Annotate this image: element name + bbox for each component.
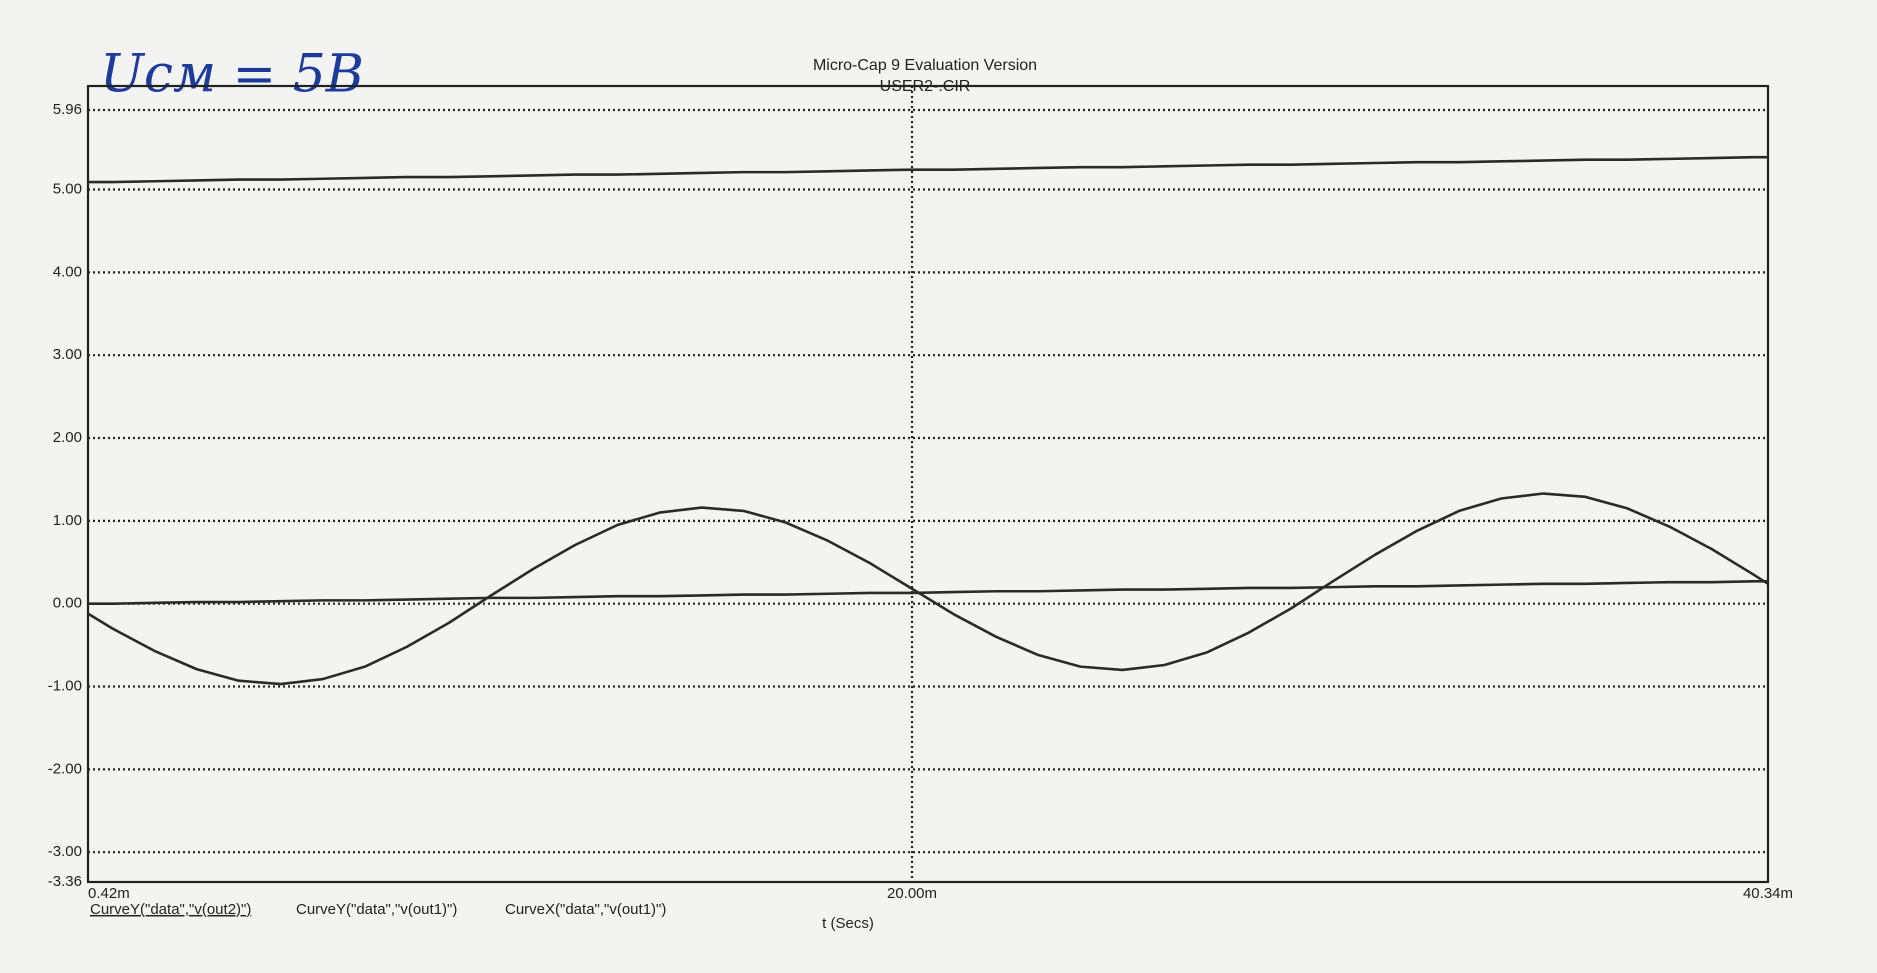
y-tick-label: -3.00: [48, 843, 82, 860]
y-tick-label: -2.00: [48, 760, 82, 777]
y-tick-label: 5.00: [53, 180, 82, 197]
legend-entry: CurveY("data","v(out2)"): [90, 901, 251, 918]
legend-entry: CurveY("data","v(out1)"): [296, 901, 457, 918]
series-line: [88, 580, 1768, 605]
y-tick-label: -3.36: [48, 873, 82, 890]
y-tick-label: 3.00: [53, 346, 82, 363]
y-tick-label: 2.00: [53, 429, 82, 446]
handwritten-note: Uсм = 5В: [100, 45, 364, 105]
y-tick-label: 5.96: [53, 101, 82, 118]
x-tick-label: 20.00m: [887, 885, 937, 902]
series-line: [87, 492, 1769, 686]
x-axis-label: t (Secs): [822, 915, 874, 932]
y-tick-label: -1.00: [48, 677, 82, 694]
y-tick-label: 0.00: [53, 595, 82, 612]
legend-entry: CurveX("data","v(out1)"): [505, 901, 666, 918]
x-tick-label: 40.34m: [1743, 885, 1793, 902]
chart-title: Micro-Cap 9 Evaluation Version: [813, 57, 1037, 74]
series-line: [88, 155, 1768, 184]
plot-frame: [86, 84, 1770, 884]
y-tick-label: 4.00: [53, 263, 82, 280]
y-tick-label: 1.00: [53, 512, 82, 529]
x-tick-label: 0.42m: [88, 885, 130, 902]
